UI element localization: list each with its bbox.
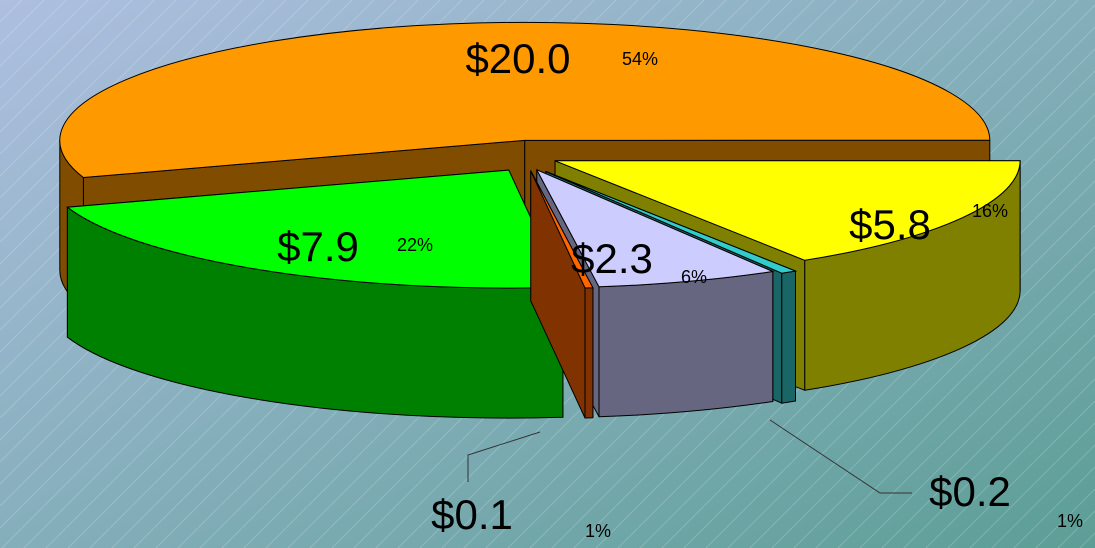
slice-top bbox=[530, 170, 594, 289]
value-label: $0.1 bbox=[431, 491, 513, 538]
slice-wall bbox=[584, 287, 594, 419]
slice-wall bbox=[598, 271, 774, 418]
pie bbox=[59, 21, 1021, 419]
leader-line bbox=[769, 419, 912, 494]
slice-top bbox=[554, 160, 1021, 261]
percent-label: 16% bbox=[972, 201, 1008, 221]
slice-top bbox=[59, 21, 991, 179]
labels: $20.0 54% $5.8 16% $0.2 1% $2.3 6% $0.1 1% $7.9 22% bbox=[277, 35, 1083, 541]
slice-top bbox=[545, 171, 798, 274]
leader-line bbox=[467, 431, 541, 482]
percent-label: 54% bbox=[622, 49, 658, 69]
value-label: $20.0 bbox=[465, 35, 570, 82]
percent-label: 6% bbox=[681, 267, 707, 287]
value-label: $7.9 bbox=[277, 223, 359, 270]
value-label: $5.8 bbox=[849, 201, 931, 248]
percent-label: 1% bbox=[585, 521, 611, 541]
percent-label: 22% bbox=[397, 235, 433, 255]
value-label: $0.2 bbox=[929, 468, 1011, 515]
value-label: $2.3 bbox=[571, 235, 653, 282]
slice-top bbox=[66, 169, 564, 289]
percent-label: 1% bbox=[1057, 511, 1083, 531]
slice-top bbox=[535, 168, 775, 288]
slice-wall bbox=[781, 270, 796, 404]
